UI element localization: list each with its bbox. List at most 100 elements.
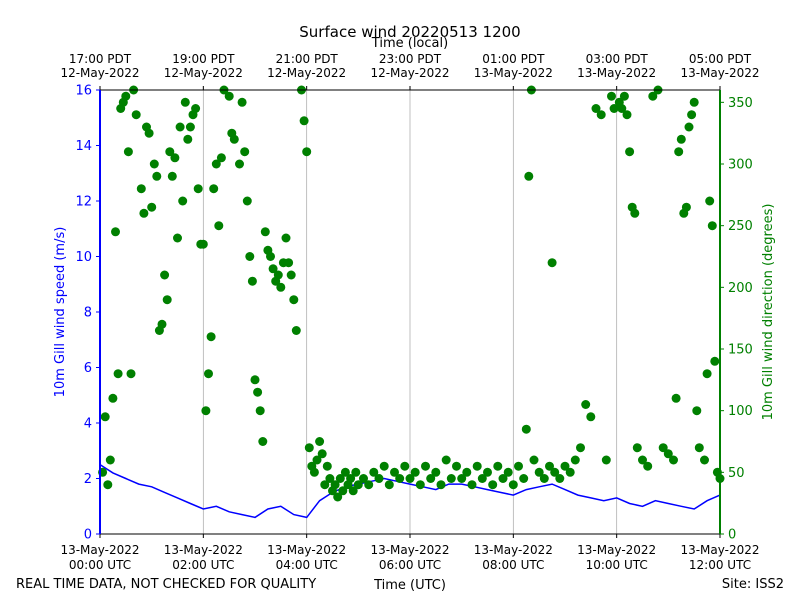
wind-direction-point: [586, 412, 596, 422]
wind-direction-point: [694, 443, 704, 453]
left-tick-label: 2: [84, 472, 92, 487]
wind-direction-point: [346, 474, 356, 483]
wind-direction-point: [266, 252, 275, 261]
wind-direction-point: [276, 282, 286, 292]
top-tick-label-date: 12-May-2022: [370, 66, 449, 80]
wind-direction-point: [198, 239, 208, 249]
wind-speed-line: [99, 463, 721, 519]
wind-direction-point: [493, 461, 503, 471]
wind-direction-point: [676, 134, 686, 144]
top-tick-label-time: 21:00 PDT: [276, 52, 339, 66]
wind-direction-point: [317, 449, 327, 459]
top-tick-label-time: 05:00 PDT: [689, 52, 752, 66]
wind-direction-point: [312, 455, 322, 465]
chart-title: Surface wind 20220513 1200: [299, 23, 520, 41]
wind-direction-point: [165, 147, 175, 157]
wind-direction-point: [514, 461, 523, 471]
right-tick-label: 300: [728, 158, 753, 173]
top-tick-label-date: 12-May-2022: [164, 66, 243, 80]
right-tick-label: 100: [728, 404, 753, 419]
wind-direction-point: [570, 455, 580, 465]
wind-direction-point: [609, 104, 619, 113]
x-tick-label-time: 08:00 UTC: [482, 558, 544, 572]
wind-direction-point: [100, 412, 110, 422]
wind-direction-point: [309, 467, 319, 477]
wind-direction-point: [113, 369, 123, 379]
wind-direction-point: [201, 406, 211, 416]
wind-direction-point: [705, 196, 715, 206]
wind-direction-point: [253, 387, 263, 397]
grid-layer: [202, 90, 618, 534]
wind-direction-point: [617, 104, 627, 113]
wind-direction-point: [242, 196, 252, 206]
wind-direction-point: [268, 264, 278, 274]
wind-direction-point: [123, 147, 133, 157]
wind-direction-point: [204, 369, 213, 379]
wind-direction-point: [671, 393, 681, 403]
wind-direction-point: [674, 147, 684, 157]
wind-direction-point: [560, 461, 570, 471]
wind-direction-point: [304, 443, 314, 453]
x-tick-label-date: 13-May-2022: [577, 543, 656, 557]
top-tick-label-date: 13-May-2022: [474, 66, 553, 80]
wind-direction-point: [374, 474, 384, 483]
wind-direction-point: [160, 270, 170, 280]
wind-direction-point: [103, 480, 113, 490]
wind-direction-point: [622, 110, 632, 120]
wind-direction-point: [519, 474, 529, 483]
wind-direction-point: [658, 443, 668, 453]
left-tick-label: 16: [75, 84, 92, 99]
wind-direction-point: [333, 492, 343, 502]
x-tick-label-date: 13-May-2022: [474, 543, 553, 557]
wind-direction-point: [619, 91, 629, 101]
left-tick-label: 8: [84, 306, 92, 321]
x-tick-label-date: 13-May-2022: [60, 543, 139, 557]
wind-direction-point: [131, 110, 141, 120]
wind-direction-point: [707, 221, 717, 231]
wind-direction-point: [550, 467, 560, 477]
wind-direction-point: [529, 455, 539, 465]
top-axis-label: Time (local): [371, 36, 448, 51]
wind-direction-point: [348, 486, 358, 496]
wind-direction-point: [503, 467, 513, 477]
x-tick-label-time: 04:00 UTC: [276, 558, 338, 572]
top-tick-label-date: 13-May-2022: [577, 66, 656, 80]
speed-series-layer: [99, 463, 721, 519]
wind-direction-point: [488, 480, 498, 490]
top-tick-label-date: 13-May-2022: [680, 66, 759, 80]
x-tick-label-time: 02:00 UTC: [172, 558, 234, 572]
wind-direction-point: [498, 474, 508, 483]
wind-direction-point: [601, 455, 611, 465]
wind-direction-point: [152, 171, 162, 181]
wind-direction-point: [472, 461, 482, 471]
wind-direction-point: [185, 122, 195, 132]
wind-direction-point: [534, 467, 544, 477]
left-tick-label: 14: [75, 139, 92, 154]
x-tick-label-date: 13-May-2022: [680, 543, 759, 557]
wind-direction-point: [663, 449, 673, 459]
wind-direction-point: [330, 480, 340, 490]
direction-series-layer: [98, 85, 725, 502]
wind-direction-point: [214, 221, 224, 231]
wind-direction-point: [126, 369, 136, 379]
wind-direction-point: [421, 461, 430, 471]
x-tick-label-date: 13-May-2022: [164, 543, 243, 557]
left-tick-label: 6: [84, 361, 92, 376]
wind-direction-point: [643, 461, 653, 471]
wind-direction-point: [255, 406, 265, 416]
wind-direction-point: [446, 474, 456, 483]
wind-direction-point: [539, 474, 549, 483]
wind-direction-point: [692, 406, 702, 416]
wind-direction-point: [260, 227, 270, 237]
wind-direction-point: [315, 437, 325, 446]
left-tick-label: 0: [84, 528, 92, 543]
wind-direction-point: [286, 270, 296, 280]
wind-direction-point: [625, 147, 635, 157]
wind-direction-point: [273, 270, 283, 280]
wind-direction-point: [369, 467, 379, 477]
top-tick-label-time: 23:00 PDT: [379, 52, 442, 66]
wind-direction-point: [462, 467, 472, 477]
x-tick-label-time: 12:00 UTC: [689, 558, 751, 572]
wind-direction-point: [441, 455, 451, 465]
